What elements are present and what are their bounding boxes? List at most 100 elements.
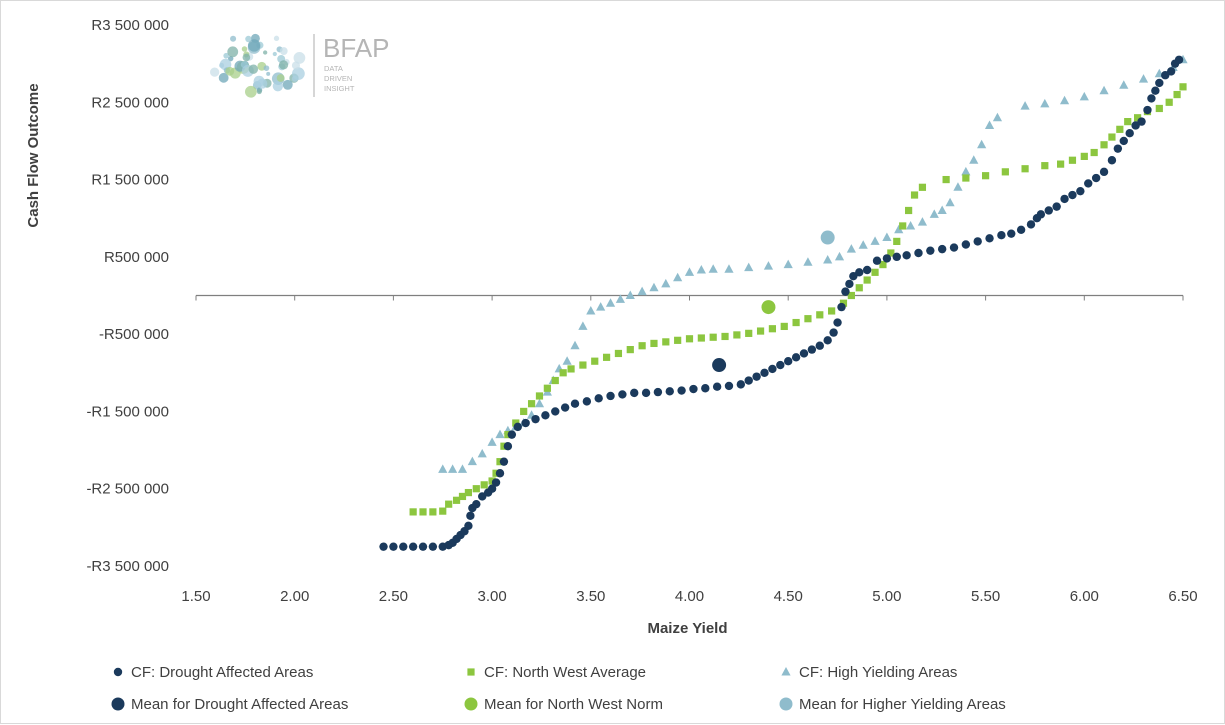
legend-marker	[781, 667, 791, 676]
data-point	[626, 346, 634, 354]
data-point	[661, 278, 671, 288]
data-point	[820, 230, 835, 245]
data-point	[1044, 206, 1053, 215]
data-point	[841, 287, 850, 296]
data-point	[596, 302, 606, 311]
data-point	[673, 272, 683, 282]
data-point	[961, 240, 971, 249]
data-point	[579, 361, 587, 369]
data-point	[917, 217, 928, 226]
data-point	[457, 464, 468, 473]
x-tick-label: 4.00	[675, 588, 704, 605]
data-point	[799, 349, 809, 358]
data-point	[709, 333, 717, 341]
data-point	[992, 112, 1003, 122]
data-point	[541, 411, 550, 420]
legend-item: Mean for Higher Yielding Areas	[779, 696, 1006, 713]
data-point	[1174, 55, 1184, 64]
logo-dot	[279, 47, 288, 55]
data-point	[894, 224, 904, 234]
data-point	[803, 257, 813, 266]
y-tick-label: R1 500 000	[91, 172, 169, 189]
data-point	[783, 259, 793, 269]
data-point	[982, 172, 990, 180]
data-point	[752, 372, 761, 381]
data-point	[562, 356, 572, 365]
data-point	[389, 542, 398, 551]
logo-dot	[262, 50, 268, 55]
x-tick-label: 2.50	[379, 588, 408, 605]
data-point	[837, 302, 846, 312]
data-point	[823, 254, 833, 264]
data-point	[1124, 118, 1132, 126]
data-point	[997, 231, 1006, 240]
legend-label: Mean for North West Norm	[484, 696, 663, 713]
data-point	[879, 260, 887, 269]
logo-dot	[273, 35, 280, 41]
data-point	[829, 328, 838, 337]
logo-dot	[223, 52, 229, 59]
data-point	[768, 364, 777, 374]
logo-dot	[245, 85, 257, 98]
data-point	[1143, 105, 1152, 115]
data-point	[949, 243, 959, 252]
data-point	[833, 318, 842, 327]
data-point	[625, 290, 635, 299]
data-point	[784, 356, 793, 366]
y-tick-label: R3 500 000	[91, 17, 169, 34]
data-point	[615, 294, 626, 303]
data-point	[408, 542, 418, 551]
data-point	[480, 481, 488, 489]
data-point	[724, 381, 734, 391]
x-tick-label: 5.50	[971, 588, 1000, 605]
logo-dot	[272, 51, 277, 57]
data-point	[862, 265, 872, 275]
logo-dot	[256, 88, 262, 95]
data-point	[905, 220, 916, 230]
data-point	[1080, 152, 1088, 160]
data-point	[1116, 125, 1124, 133]
legend-item: CF: High Yielding Areas	[781, 664, 957, 681]
data-point	[849, 271, 858, 281]
data-point	[744, 262, 754, 272]
logo-dot	[291, 61, 300, 70]
data-point	[1131, 121, 1140, 130]
data-point	[487, 437, 497, 446]
data-point	[478, 492, 487, 501]
data-point	[605, 298, 616, 307]
data-point	[1099, 85, 1109, 95]
data-point	[1119, 136, 1128, 146]
legend-item: CF: Drought Affected Areas	[113, 664, 313, 681]
data-point	[724, 264, 734, 273]
data-point	[776, 360, 785, 370]
data-point	[780, 322, 788, 331]
data-point	[823, 336, 832, 345]
data-point	[551, 376, 559, 385]
bfap-logo: BFAP DATA DRIVEN INSIGHT	[210, 33, 389, 98]
logo-tagline-3: INSIGHT	[324, 84, 355, 93]
data-point	[674, 336, 682, 344]
data-point	[847, 291, 855, 300]
data-point	[882, 232, 892, 242]
y-tick-label: -R3 500 000	[86, 558, 169, 575]
data-point	[1052, 202, 1061, 211]
data-point	[1138, 74, 1149, 83]
data-point	[535, 392, 544, 400]
data-point	[641, 388, 651, 398]
logo-dot	[230, 35, 237, 42]
series-3	[712, 358, 727, 373]
data-point	[487, 484, 497, 493]
data-point	[984, 120, 995, 129]
x-tick-label: 4.50	[774, 588, 803, 605]
y-tick-label: -R1 500 000	[86, 403, 169, 420]
data-point	[815, 341, 824, 350]
data-point	[586, 305, 596, 315]
data-point	[1068, 190, 1077, 200]
data-point	[418, 542, 428, 551]
data-point	[1079, 91, 1089, 101]
data-point	[1155, 78, 1164, 88]
data-point	[602, 353, 611, 361]
data-point	[429, 508, 437, 516]
data-point	[559, 369, 567, 377]
x-axis-title: Maize Yield	[647, 620, 727, 637]
